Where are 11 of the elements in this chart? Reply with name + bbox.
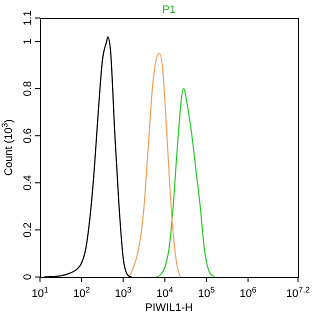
y-tick-label: 1: [22, 38, 34, 45]
y-tick-label: 0: [22, 274, 34, 280]
chart-title: P1: [162, 4, 176, 16]
y-tick-label: 0.2: [22, 222, 34, 238]
y-tick-label: 1.1: [22, 10, 34, 26]
y-tick-label: 0.4: [22, 175, 34, 190]
line-series: [156, 88, 216, 277]
x-axis-title: PIWIL1-H: [145, 302, 193, 314]
y-tick-label: 0.6: [22, 128, 34, 144]
y-tick-label: 0.8: [22, 80, 34, 96]
y-axis-title: Count (103): [0, 119, 15, 176]
